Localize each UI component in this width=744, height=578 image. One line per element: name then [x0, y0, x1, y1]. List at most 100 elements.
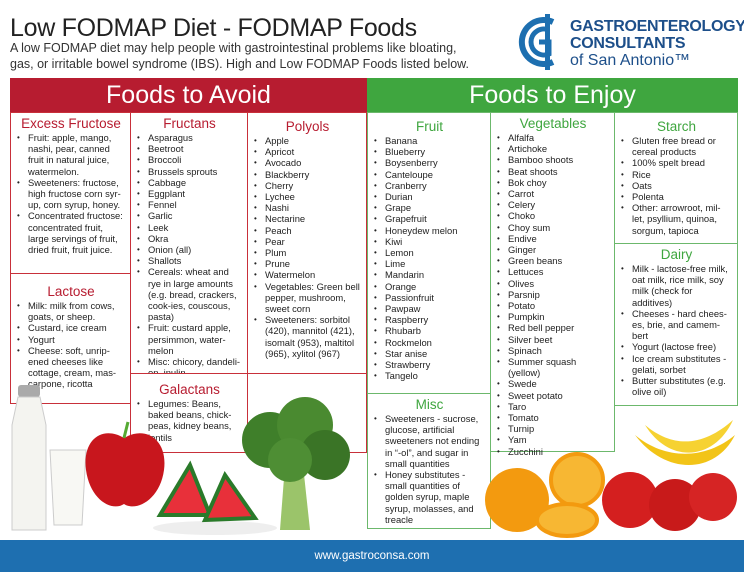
list-item: Silver beet [496, 334, 610, 345]
list-item: Summer squash (yellow) [496, 356, 610, 378]
food-list: BananaBlueberryBoysenberryCanteloupeCran… [373, 135, 486, 382]
food-list: AppleApricotAvocadoBlackberryCherryLyche… [253, 135, 362, 359]
food-list: Legumes: Beans, baked beans, chick-peas,… [136, 398, 243, 443]
section-title: Polyols [285, 119, 330, 134]
page-subtitle: A low FODMAP diet may help people with g… [10, 41, 469, 71]
list-item: Peach [253, 225, 362, 236]
list-item: Orange [373, 281, 486, 292]
list-item: Ginger [496, 244, 610, 255]
food-list: Milk - lactose-free milk, oat milk, rice… [620, 263, 733, 397]
list-item: Olives [496, 278, 610, 289]
list-item: Turnip [496, 423, 610, 434]
list-item: Raspberry [373, 314, 486, 325]
fructans-box: FructansAsparagusBeetrootBroccoliBrussel… [130, 112, 248, 378]
list-item: Pumpkin [496, 311, 610, 322]
list-item: Pawpaw [373, 303, 486, 314]
list-item: Artichoke [496, 143, 610, 154]
watermelon-illustration [153, 460, 277, 535]
list-item: Asparagus [136, 132, 243, 143]
list-item: Red bell pepper [496, 322, 610, 333]
food-list: Fruit: apple, mango, nashi, pear, canned… [16, 132, 126, 255]
list-item: Lettuces [496, 266, 610, 277]
list-item: Apricot [253, 146, 362, 157]
list-item: Other: arrowroot, mil-let, psyllium, qui… [620, 202, 733, 236]
list-item: Nashi [253, 202, 362, 213]
section-title: Vegetables [519, 116, 587, 131]
list-item: Lemon [373, 247, 486, 258]
section-title: Fructans [163, 116, 216, 131]
section-title: Excess Fructose [21, 116, 121, 131]
food-list: Sweeteners - sucrose, glucose, artificia… [373, 413, 486, 525]
list-item: Spinach [496, 345, 610, 356]
starch-box: StarchGluten free bread or cereal produc… [614, 112, 738, 244]
list-item: Prune [253, 258, 362, 269]
list-item: Canteloupe [373, 169, 486, 180]
foods-to-avoid-header: Foods to Avoid [10, 78, 367, 112]
section-title: Dairy [660, 247, 693, 262]
list-item: Garlic [136, 210, 243, 221]
list-item: Rhubarb [373, 325, 486, 336]
list-item: Lychee [253, 191, 362, 202]
list-item: Concentrated fructose: concentrated frui… [16, 210, 126, 255]
list-item: Star anise [373, 348, 486, 359]
apple-illustration [85, 421, 165, 507]
list-item: Choko [496, 210, 610, 221]
list-item: Leek [136, 222, 243, 233]
list-item: Choy sum [496, 222, 610, 233]
list-item: Nectarine [253, 213, 362, 224]
list-item: Oats [620, 180, 733, 191]
logo-mark-icon [518, 14, 555, 70]
food-list: AlfalfaArtichokeBamboo shootsBeat shoots… [496, 132, 610, 457]
vegetables-box: VegetablesAlfalfaArtichokeBamboo shootsB… [490, 112, 615, 457]
list-item: Polenta [620, 191, 733, 202]
list-item: Swede [496, 378, 610, 389]
list-item: Butter substitutes (e.g. olive oil) [620, 375, 733, 397]
list-item: Sweeteners: fructose, high fructose corn… [16, 177, 126, 211]
list-item: Celery [496, 199, 610, 210]
list-item: Carrot [496, 188, 610, 199]
list-item: Grapefruit [373, 213, 486, 224]
list-item: Fruit: custard apple, persimmon, water-m… [136, 322, 243, 356]
list-item: Onion (all) [136, 244, 243, 255]
list-item: Sweeteners - sucrose, glucose, artificia… [373, 413, 486, 469]
list-item: Taro [496, 401, 610, 412]
dairy-box: DairyMilk - lactose-free milk, oat milk,… [614, 243, 738, 406]
list-item: Kiwi [373, 236, 486, 247]
list-item: Vegetables: Green bell pepper, mushroom,… [253, 281, 362, 315]
list-item: Parsnip [496, 289, 610, 300]
list-item: Ice cream substitutes - gelati, sorbet [620, 353, 733, 375]
logo-line2: CONSULTANTS [570, 35, 686, 52]
milk-illustration [11, 385, 87, 531]
list-item: Shallots [136, 255, 243, 266]
list-item: Cabbage [136, 177, 243, 188]
excess-fructose-box: Excess FructoseFruit: apple, mango, nash… [10, 112, 131, 274]
logo-line1: GASTROENTEROLOGY [570, 18, 744, 35]
list-item: Cheeses - hard chees-es, brie, and camem… [620, 308, 733, 342]
footer-url[interactable]: www.gastroconsa.com [0, 540, 744, 572]
list-item: Blueberry [373, 146, 486, 157]
list-item: Passionfruit [373, 292, 486, 303]
list-item: Legumes: Beans, baked beans, chick-peas,… [136, 398, 243, 443]
list-item: Eggplant [136, 188, 243, 199]
list-item: Zucchini [496, 446, 610, 457]
list-item: Yam [496, 434, 610, 445]
list-item: Durian [373, 191, 486, 202]
list-item: Alfalfa [496, 132, 610, 143]
list-item: Rice [620, 169, 733, 180]
polyols-box: PolyolsAppleApricotAvocadoBlackberryCher… [247, 112, 367, 374]
list-item: Honey substitutes - small quantities of … [373, 469, 486, 525]
list-item: Broccoli [136, 154, 243, 165]
list-item: Cheese: soft, unrip-ened cheeses like co… [16, 345, 126, 390]
list-item: Beetroot [136, 143, 243, 154]
page-title: Low FODMAP Diet - FODMAP Foods [10, 14, 417, 42]
misc-box: MiscSweeteners - sucrose, glucose, artif… [367, 393, 491, 529]
list-item: Bok choy [496, 177, 610, 188]
logo-line3: of San Antonio™ [570, 52, 691, 69]
list-item: Beat shoots [496, 166, 610, 177]
foods-to-enjoy-header: Foods to Enjoy [367, 78, 738, 112]
list-item: Gluten free bread or cereal products [620, 135, 733, 157]
fruit-box: FruitBananaBlueberryBoysenberryCanteloup… [367, 112, 491, 394]
orange-illustration [485, 452, 605, 538]
list-item: Fruit: apple, mango, nashi, pear, canned… [16, 132, 126, 177]
list-item: Tomato [496, 412, 610, 423]
